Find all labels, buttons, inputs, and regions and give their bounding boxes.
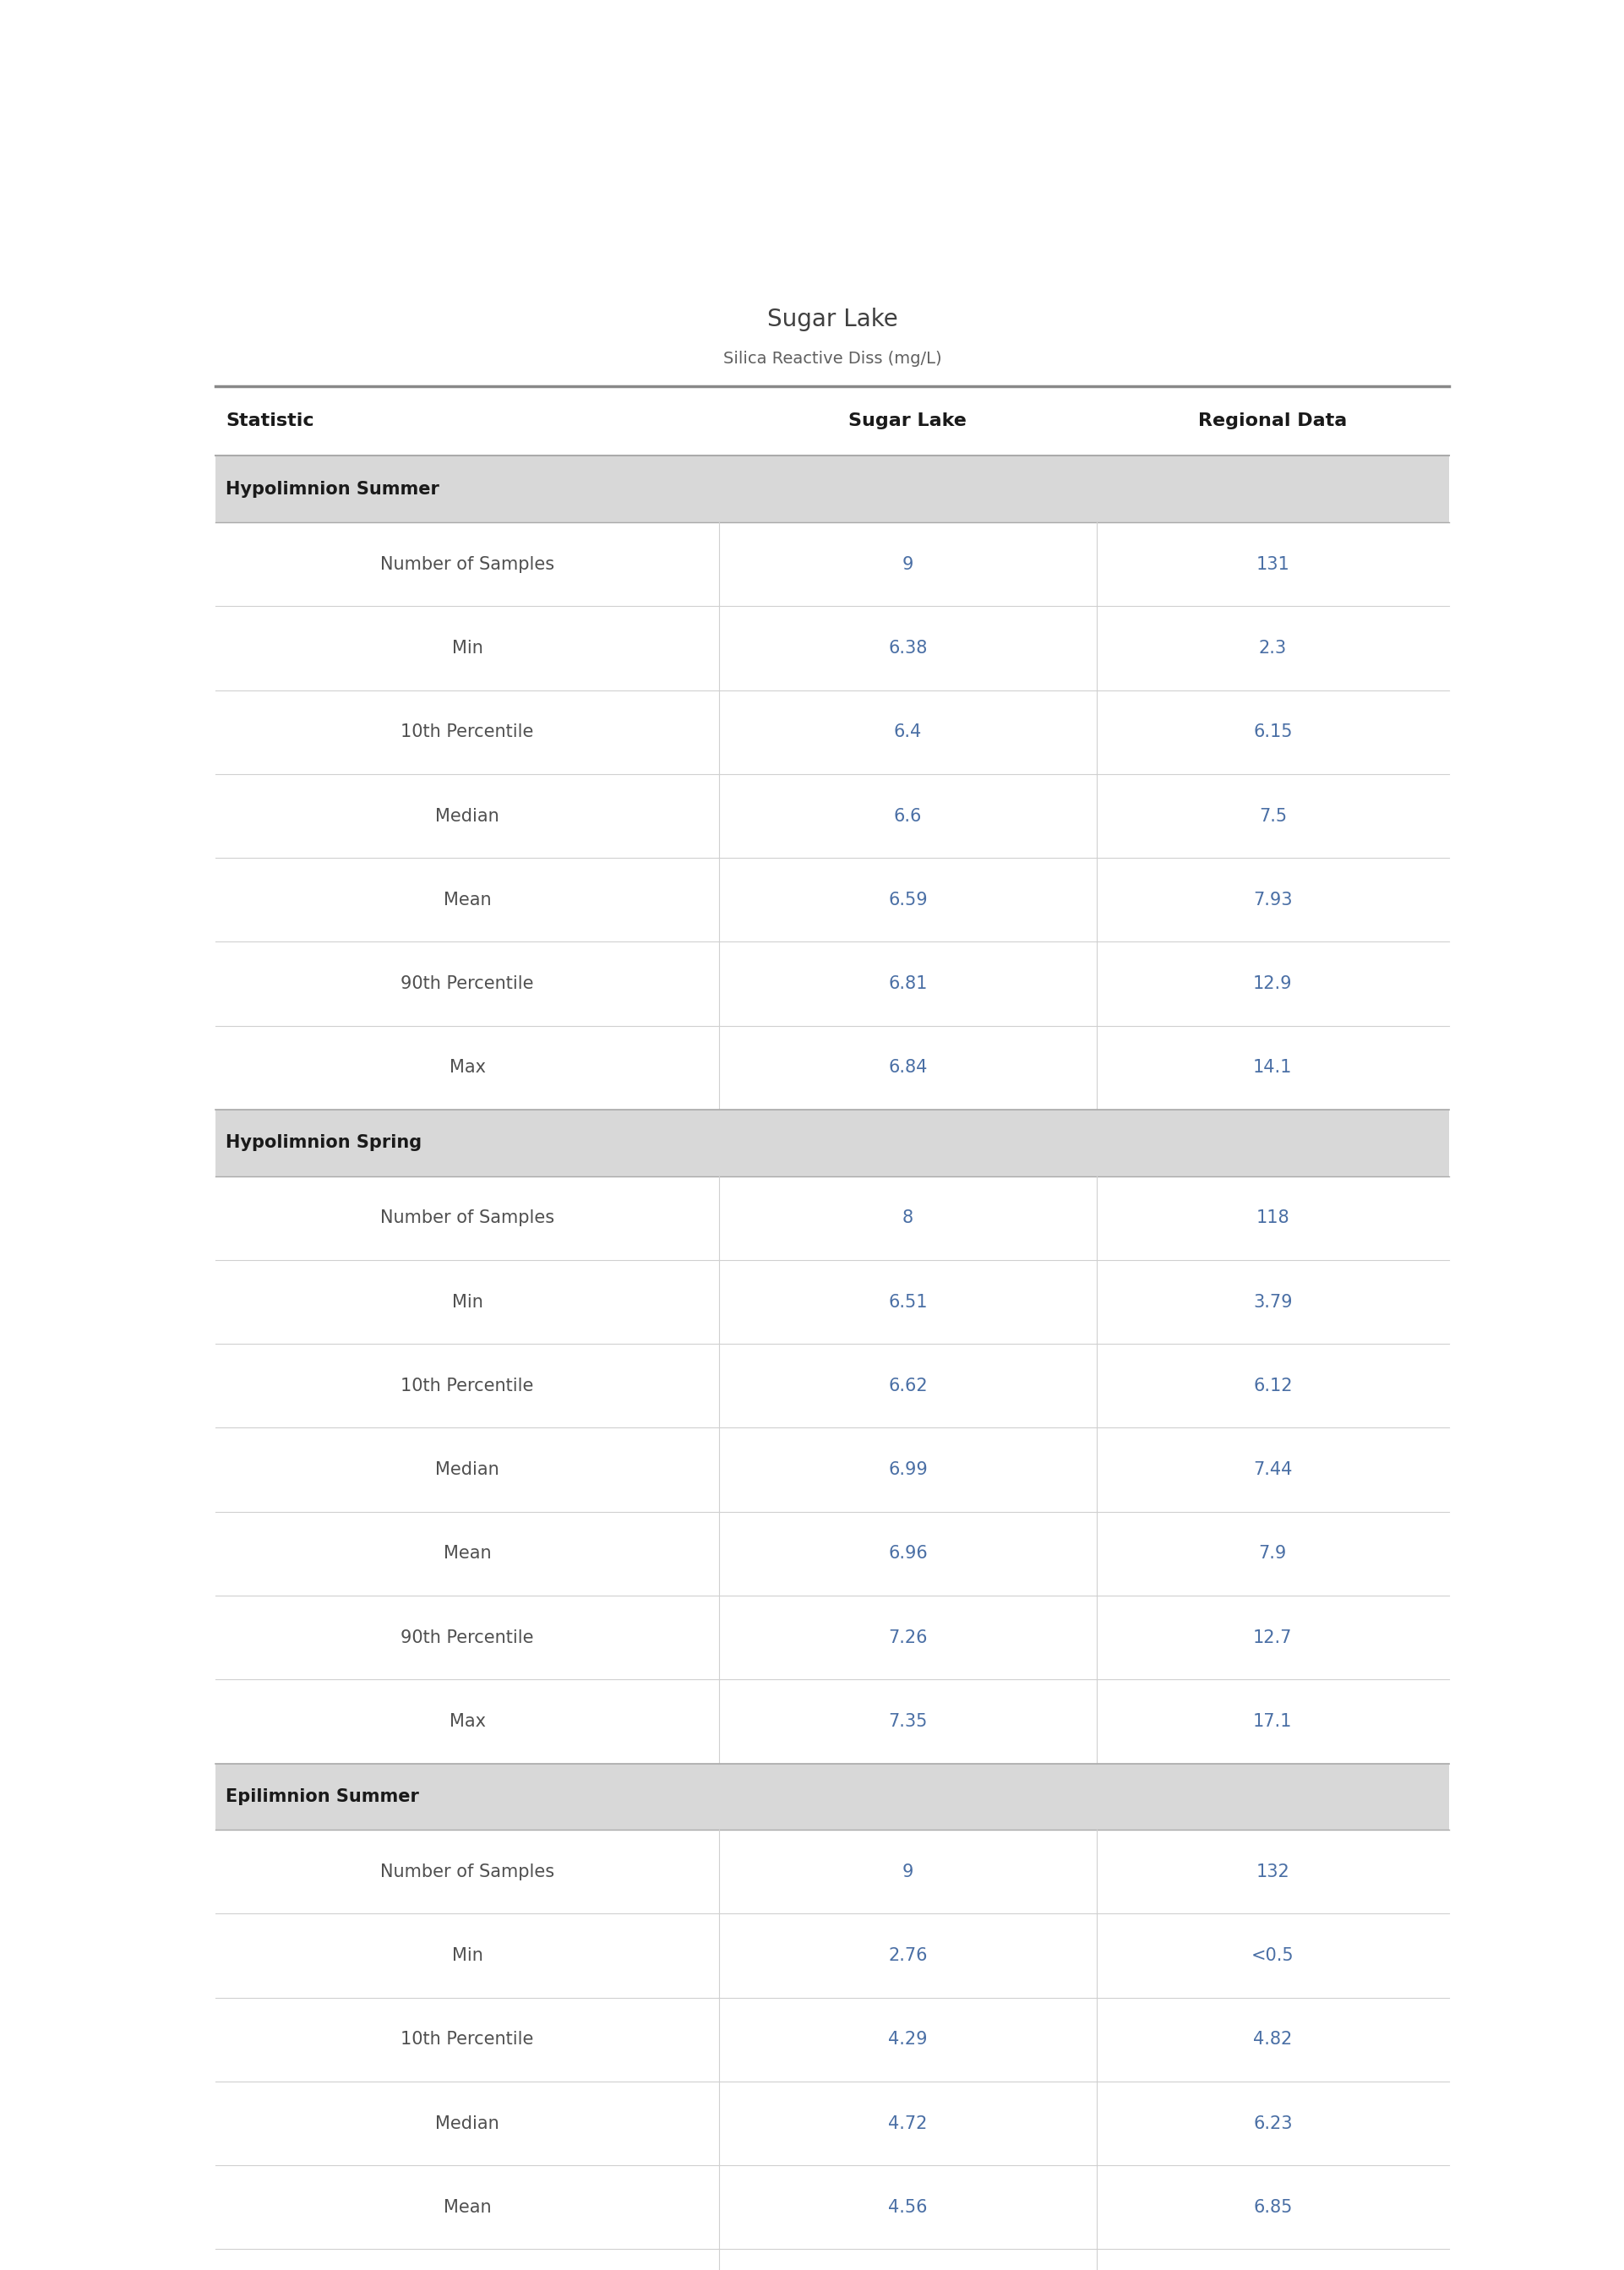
Text: 6.38: 6.38 <box>888 640 927 656</box>
Bar <box>216 858 1449 942</box>
Text: 4.82: 4.82 <box>1254 2032 1293 2048</box>
Text: 12.7: 12.7 <box>1254 1630 1293 1646</box>
Text: 7.5: 7.5 <box>1259 808 1286 824</box>
Text: 90th Percentile: 90th Percentile <box>401 1630 534 1646</box>
Text: Number of Samples: Number of Samples <box>380 1210 554 1226</box>
Text: 4.72: 4.72 <box>888 2116 927 2132</box>
Text: Max: Max <box>450 1714 486 1730</box>
Text: 17.1: 17.1 <box>1254 1714 1293 1730</box>
Text: Median: Median <box>435 1462 499 1478</box>
Text: 14.1: 14.1 <box>1254 1060 1293 1076</box>
Text: 10th Percentile: 10th Percentile <box>401 2032 534 2048</box>
Text: 9: 9 <box>903 556 913 572</box>
Text: 7.26: 7.26 <box>888 1630 927 1646</box>
Bar <box>216 1110 1449 1176</box>
Text: 6.4: 6.4 <box>893 724 922 740</box>
Text: 6.23: 6.23 <box>1254 2116 1293 2132</box>
Bar <box>216 1512 1449 1596</box>
Text: 90th Percentile: 90th Percentile <box>401 976 534 992</box>
Text: Number of Samples: Number of Samples <box>380 556 554 572</box>
Bar <box>216 774 1449 858</box>
Bar <box>216 606 1449 690</box>
Text: 6.96: 6.96 <box>888 1546 927 1562</box>
Bar <box>216 1428 1449 1512</box>
Text: Epilimnion Summer: Epilimnion Summer <box>226 1789 419 1805</box>
Text: 10th Percentile: 10th Percentile <box>401 1378 534 1394</box>
Bar <box>216 1680 1449 1764</box>
Bar <box>216 2082 1449 2166</box>
Text: Max: Max <box>450 1060 486 1076</box>
Bar <box>216 456 1449 522</box>
Text: 7.93: 7.93 <box>1254 892 1293 908</box>
Bar <box>216 1998 1449 2082</box>
Text: 6.51: 6.51 <box>888 1294 927 1310</box>
Text: 7.35: 7.35 <box>888 1714 927 1730</box>
Text: Median: Median <box>435 2116 499 2132</box>
Text: 3.79: 3.79 <box>1254 1294 1293 1310</box>
Text: 6.99: 6.99 <box>888 1462 927 1478</box>
Text: 6.85: 6.85 <box>1254 2200 1293 2216</box>
Bar <box>216 1176 1449 1260</box>
Text: 4.56: 4.56 <box>888 2200 927 2216</box>
Bar <box>216 1596 1449 1680</box>
Bar <box>216 1026 1449 1110</box>
Text: 4.29: 4.29 <box>888 2032 927 2048</box>
Text: Sugar Lake: Sugar Lake <box>849 413 966 429</box>
Text: Hypolimnion Summer: Hypolimnion Summer <box>226 481 440 497</box>
Text: Min: Min <box>451 1948 482 1964</box>
Text: Regional Data: Regional Data <box>1199 413 1348 429</box>
Text: 8: 8 <box>903 1210 913 1226</box>
Text: Min: Min <box>451 1294 482 1310</box>
Text: 2.3: 2.3 <box>1259 640 1286 656</box>
Bar <box>216 522 1449 606</box>
Text: Min: Min <box>451 640 482 656</box>
Text: 2.76: 2.76 <box>888 1948 927 1964</box>
Text: 10th Percentile: 10th Percentile <box>401 724 534 740</box>
Bar <box>216 942 1449 1026</box>
Text: 6.62: 6.62 <box>888 1378 927 1394</box>
Text: 12.9: 12.9 <box>1254 976 1293 992</box>
Text: Mean: Mean <box>443 1546 490 1562</box>
Bar <box>216 386 1449 456</box>
Bar <box>216 1344 1449 1428</box>
Text: Mean: Mean <box>443 892 490 908</box>
Text: 118: 118 <box>1255 1210 1289 1226</box>
Text: Sugar Lake: Sugar Lake <box>767 306 898 331</box>
Text: 6.15: 6.15 <box>1254 724 1293 740</box>
Bar <box>216 2166 1449 2250</box>
Text: Median: Median <box>435 808 499 824</box>
Text: 7.44: 7.44 <box>1254 1462 1293 1478</box>
Bar <box>216 1914 1449 1998</box>
Bar <box>216 2250 1449 2270</box>
Bar <box>216 1764 1449 1830</box>
Text: 7.9: 7.9 <box>1259 1546 1286 1562</box>
Text: 6.59: 6.59 <box>888 892 927 908</box>
Text: Statistic: Statistic <box>226 413 313 429</box>
Text: Silica Reactive Diss (mg/L): Silica Reactive Diss (mg/L) <box>723 352 942 368</box>
Text: 131: 131 <box>1255 556 1289 572</box>
Bar <box>216 690 1449 774</box>
Text: 6.81: 6.81 <box>888 976 927 992</box>
Bar <box>216 1260 1449 1344</box>
Text: 9: 9 <box>903 1864 913 1880</box>
Text: 6.6: 6.6 <box>893 808 922 824</box>
Text: Number of Samples: Number of Samples <box>380 1864 554 1880</box>
Text: Mean: Mean <box>443 2200 490 2216</box>
Text: <0.5: <0.5 <box>1252 1948 1294 1964</box>
Bar <box>216 1830 1449 1914</box>
Text: 6.12: 6.12 <box>1254 1378 1293 1394</box>
Text: Hypolimnion Spring: Hypolimnion Spring <box>226 1135 422 1151</box>
Text: 132: 132 <box>1255 1864 1289 1880</box>
Text: 6.84: 6.84 <box>888 1060 927 1076</box>
